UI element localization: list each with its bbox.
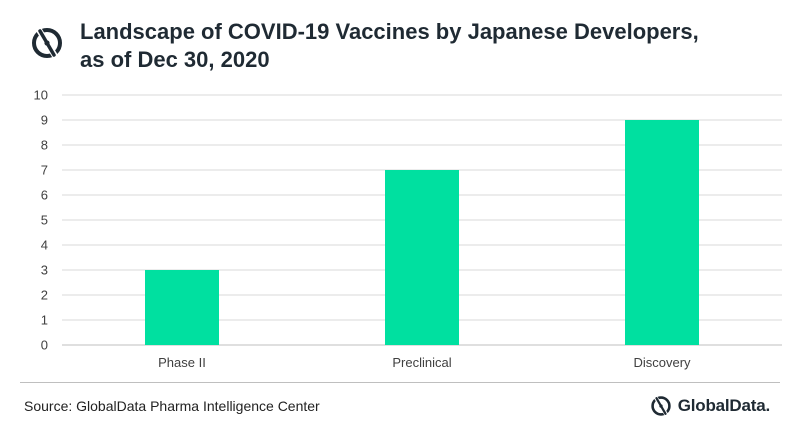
bar-phase-ii bbox=[145, 270, 219, 345]
y-tick-label: 10 bbox=[34, 88, 48, 103]
bar-chart: 0 1 2 3 4 5 6 7 8 9 10 Phase II Preclinical Discovery bbox=[34, 88, 782, 370]
y-tick-label: 3 bbox=[41, 263, 48, 278]
y-tick-label: 2 bbox=[41, 288, 48, 303]
x-tick-label: Phase II bbox=[158, 355, 206, 370]
bar-preclinical bbox=[385, 170, 459, 345]
y-tick-label: 9 bbox=[41, 113, 48, 128]
x-tick-label: Preclinical bbox=[392, 355, 451, 370]
y-tick-label: 5 bbox=[41, 213, 48, 228]
y-tick-label: 4 bbox=[41, 238, 48, 253]
y-tick-label: 6 bbox=[41, 188, 48, 203]
chart-title: Landscape of COVID-19 Vaccines by Japane… bbox=[80, 18, 780, 74]
globaldata-mark-icon bbox=[651, 396, 671, 416]
source-note: Source: GlobalData Pharma Intelligence C… bbox=[24, 398, 320, 414]
globaldata-logo-text: GlobalData. bbox=[677, 396, 770, 415]
y-tick-label: 1 bbox=[41, 313, 48, 328]
y-tick-label: 0 bbox=[41, 338, 48, 353]
y-tick-label: 8 bbox=[41, 138, 48, 153]
globaldata-mark-icon bbox=[32, 28, 62, 58]
y-tick-label: 7 bbox=[41, 163, 48, 178]
chart-title-line-2: as of Dec 30, 2020 bbox=[80, 47, 270, 72]
footer-divider bbox=[20, 382, 780, 383]
chart-title-line-1: Landscape of COVID-19 Vaccines by Japane… bbox=[80, 19, 699, 44]
bar-discovery bbox=[625, 120, 699, 345]
x-tick-label: Discovery bbox=[633, 355, 691, 370]
globaldata-logo: GlobalData. bbox=[650, 394, 770, 418]
